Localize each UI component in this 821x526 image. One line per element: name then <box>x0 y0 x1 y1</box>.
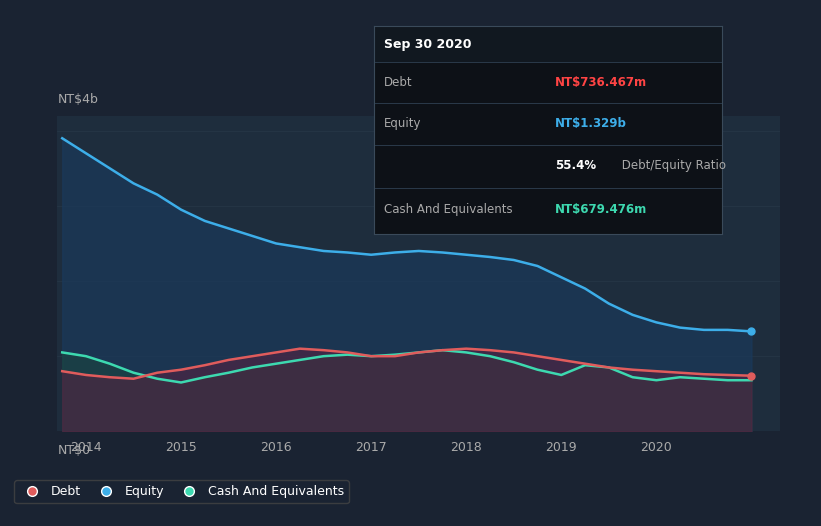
Text: Cash And Equivalents: Cash And Equivalents <box>384 203 512 216</box>
FancyBboxPatch shape <box>374 26 722 62</box>
Text: NT$4b: NT$4b <box>57 93 99 106</box>
Text: Sep 30 2020: Sep 30 2020 <box>384 38 471 52</box>
Text: Debt/Equity Ratio: Debt/Equity Ratio <box>618 159 726 172</box>
Text: NT$1.329b: NT$1.329b <box>555 117 627 130</box>
Text: Debt: Debt <box>384 76 413 89</box>
Text: NT$0: NT$0 <box>57 444 90 457</box>
Text: 55.4%: 55.4% <box>555 159 596 172</box>
Text: Equity: Equity <box>384 117 421 130</box>
Text: NT$736.467m: NT$736.467m <box>555 76 647 89</box>
Text: NT$679.476m: NT$679.476m <box>555 203 647 216</box>
Legend: Debt, Equity, Cash And Equivalents: Debt, Equity, Cash And Equivalents <box>15 480 349 503</box>
